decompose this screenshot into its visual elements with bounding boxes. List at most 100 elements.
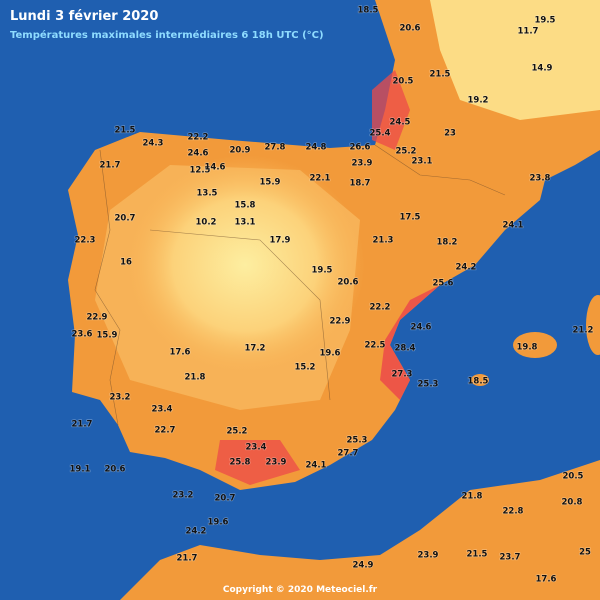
warm-north [372,70,410,150]
temperature-label: 20.6 [338,278,359,288]
temperature-label: 21.7 [177,554,198,564]
temperature-label: 24.9 [353,561,374,571]
temperature-label: 22.9 [330,317,351,327]
title: Lundi 3 février 2020 [10,9,158,24]
france-inner [430,0,600,120]
temperature-label: 23.6 [72,330,93,340]
temperature-label: 19.1 [70,465,91,475]
temperature-label: 22.8 [503,507,524,517]
temperature-label: 15.9 [260,178,281,188]
temperature-label: 25.3 [347,436,368,446]
temperature-label: 23.2 [110,393,131,403]
temperature-label: 22.1 [310,174,331,184]
temperature-label: 18.2 [437,238,458,248]
temperature-label: 15.9 [97,331,118,341]
warm-coast [380,285,440,400]
temperature-label: 25.8 [230,458,251,468]
temperature-label: 26.6 [350,143,371,153]
temperature-label: 18.7 [350,179,371,189]
temperature-label: 20.5 [563,472,584,482]
temperature-label: 17.2 [245,344,266,354]
temperature-label: 17.6 [170,348,191,358]
temperature-label: 27.3 [392,370,413,380]
temperature-labels: 21.5 24.3 22.2 24.6 20.9 27.8 24.8 26.6 25.424.5… [69,5,594,585]
temperature-label: 21.5 [430,70,451,80]
temperature-label: 18.5 [358,6,379,16]
temperature-label: 24.3 [143,139,164,149]
temperature-label: 17.6 [536,575,557,585]
temperature-label: 23.2 [173,491,194,501]
temperature-label: 24.8 [306,143,327,153]
temperature-label: 18.5 [468,377,489,387]
temperature-label: 21.8 [462,492,483,502]
borders [94,144,506,426]
temperature-label: 22.2 [188,133,209,143]
temperature-label: 25.2 [227,427,248,437]
africa [120,460,600,600]
temperature-label: 23.9 [418,551,439,561]
temperature-label: 24.5 [390,118,411,128]
temperature-label: 14.6 [205,163,226,173]
temperature-label: 20.6 [105,465,126,475]
temperature-label: 27.7 [338,449,359,459]
temperature-label: 23.1 [412,157,433,167]
ibiza [471,374,489,386]
temperature-label: 25.4 [370,129,391,139]
temperature-label: 24.1 [503,221,524,231]
temperature-label: 21.7 [100,161,121,171]
temperature-label: 20.9 [230,146,251,156]
temperature-label: 23.9 [352,159,373,169]
temperature-label: 19.5 [312,266,333,276]
temperature-label: 10.2 [196,218,217,228]
temperature-label: 22.5 [365,341,386,351]
temperature-label: 19.2 [468,96,489,106]
temperature-label: 19.5 [535,16,556,26]
temperature-label: 21.5 [115,126,136,136]
temperature-label: 24.6 [188,149,209,159]
temperature-label: 21.8 [185,373,206,383]
temperature-label: 19.6 [320,349,341,359]
temperature-label: 20.6 [400,24,421,34]
temperature-label: 15.8 [235,201,256,211]
temperature-label: 17.9 [270,236,291,246]
subtitle: Températures maximales intermédiaires 6 … [10,29,324,41]
temperature-label: 21.3 [373,236,394,246]
temperature-label: 23.9 [266,458,287,468]
temperature-label: 14.9 [532,64,553,74]
temperature-label: 19.6 [208,518,229,528]
temperature-label: 19.8 [517,343,538,353]
temperature-label: 21.7 [72,420,93,430]
temperature-label: 13.5 [197,189,218,199]
copyright: Copyright © 2020 Meteociel.fr [223,585,378,595]
temperature-label: 20.7 [215,494,236,504]
temperature-label: 17.5 [400,213,421,223]
temperature-label: 20.8 [562,498,583,508]
temperature-label: 22.3 [75,236,96,246]
plateau [125,155,365,375]
temperature-label: 22.7 [155,426,176,436]
temperature-label: 20.7 [115,214,136,224]
temperature-label: 15.2 [295,363,316,373]
temperature-label: 21.2 [573,326,594,336]
warm-south [215,440,300,485]
temperature-label: 13.1 [235,218,256,228]
temperature-label: 22.2 [370,303,391,313]
temperature-label: 24.6 [411,323,432,333]
temperature-label: 20.5 [393,77,414,87]
mallorca [513,332,557,358]
temperature-label: 25.2 [396,147,417,157]
temperature-label: 21.5 [467,550,488,560]
temperature-label: 25.3 [418,380,439,390]
temperature-label: 23.7 [500,553,521,563]
temperature-label: 23.4 [246,443,267,453]
temperature-label: 23 [444,129,456,139]
temperature-label: 16 [120,258,132,268]
temperature-label: 25 [579,548,591,558]
sardinia [586,295,600,355]
temperature-label: 24.1 [306,461,327,471]
temperature-label: 11.7 [518,27,539,37]
temperature-label: 25.6 [433,279,454,289]
temperature-label: 23.4 [152,405,173,415]
temperature-label: 12.5 [190,166,211,176]
